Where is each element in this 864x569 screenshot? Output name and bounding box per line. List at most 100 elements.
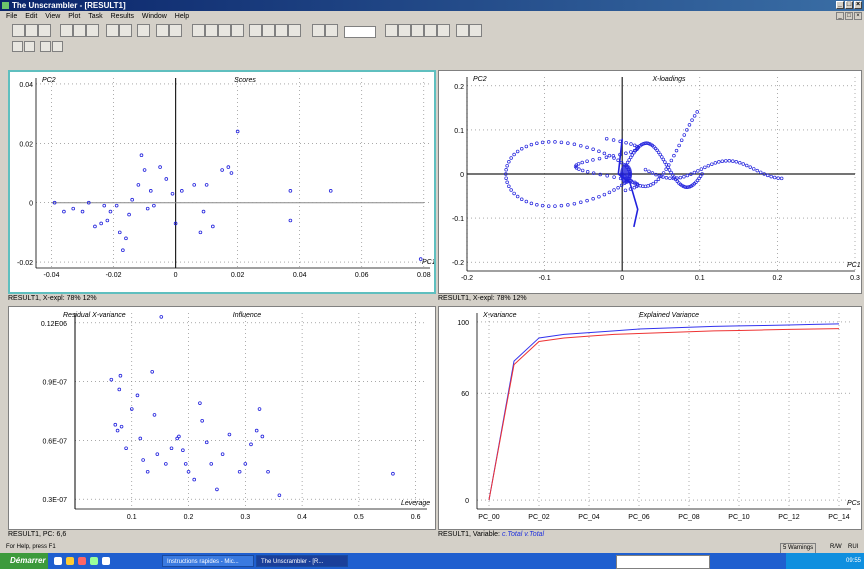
menu-task[interactable]: Task	[88, 13, 103, 20]
paste-icon[interactable]	[86, 24, 99, 37]
data-point	[99, 221, 103, 226]
layout1-icon[interactable]	[192, 24, 205, 37]
bar-plot-icon[interactable]	[275, 24, 288, 37]
search-box[interactable]	[616, 555, 710, 569]
menu-window[interactable]: Window	[141, 13, 167, 20]
quicklaunch-icon-2[interactable]	[66, 557, 74, 565]
start-button[interactable]: Démarrer	[0, 553, 48, 569]
data-point	[504, 168, 508, 172]
layout3-icon[interactable]	[218, 24, 231, 37]
cut-icon[interactable]	[60, 24, 73, 37]
data-point	[656, 177, 661, 181]
data-point	[629, 142, 633, 146]
x-tick-label: -0.2	[461, 275, 473, 282]
window-titlebar[interactable]: The Unscrambler - [RESULT1] _ □ ×	[0, 0, 864, 11]
data-point	[504, 176, 508, 180]
unmark-icon[interactable]	[398, 24, 411, 37]
data-point	[164, 462, 168, 466]
variance-status-prefix: RESULT1, Variable:	[438, 531, 502, 538]
data-point	[605, 174, 609, 178]
layout4-icon[interactable]	[231, 24, 244, 37]
influence-panel[interactable]: 0.1 0.2 0.3 0.4 0.5 0.6 0.12E06 0.9E-07 0.6E-07 0…	[8, 306, 436, 530]
open-icon[interactable]	[25, 24, 38, 37]
data-point	[674, 148, 679, 153]
quicklaunch-icon-1[interactable]	[54, 557, 62, 565]
doc-minimize-button[interactable]: _	[836, 12, 844, 20]
maximize-button[interactable]: □	[845, 1, 853, 9]
menu-plot[interactable]: Plot	[68, 13, 81, 20]
data-point	[512, 191, 516, 196]
scatter-plot-icon[interactable]	[288, 24, 301, 37]
doc-close-button[interactable]: ×	[854, 12, 862, 20]
help-icon[interactable]	[156, 24, 169, 37]
data-point	[699, 167, 704, 171]
scores-panel[interactable]: -0.04 -0.02 0 0.02 0.04 0.06 0.08 0.04 0.02 0 -0.0…	[8, 70, 436, 294]
print-icon[interactable]	[106, 24, 119, 37]
data-point	[198, 401, 202, 405]
window-icon[interactable]	[469, 24, 482, 37]
data-point	[672, 153, 676, 158]
data-point	[192, 183, 197, 187]
menu-view[interactable]: View	[45, 13, 61, 20]
data-point	[664, 167, 668, 171]
table-icon[interactable]	[249, 24, 262, 37]
zoom-out-icon[interactable]	[325, 24, 338, 37]
copy-icon[interactable]	[73, 24, 86, 37]
quicklaunch-icon-5[interactable]	[102, 557, 110, 565]
x-tick-label: PC_12	[778, 514, 800, 521]
data-point	[597, 156, 602, 161]
data-point	[173, 221, 178, 226]
close-button[interactable]: ×	[854, 1, 862, 9]
x-tick-label: -0.02	[106, 272, 122, 279]
view-icon-4[interactable]	[52, 41, 63, 52]
new-icon[interactable]	[12, 24, 25, 37]
data-point	[657, 174, 662, 178]
help-statusbar: For Help, press F1 5 Warnings R/W RUI	[0, 542, 864, 554]
data-point	[152, 203, 156, 208]
save-icon[interactable]	[38, 24, 51, 37]
menu-edit[interactable]: Edit	[25, 13, 38, 20]
view-icon-3[interactable]	[40, 41, 51, 52]
recalc-icon[interactable]	[456, 24, 469, 37]
view-icon-2[interactable]	[24, 41, 35, 52]
data-point	[288, 189, 293, 193]
data-point	[643, 167, 648, 172]
system-tray: 09:55	[786, 553, 864, 569]
data-point	[164, 177, 169, 181]
view-icon-1[interactable]	[12, 41, 23, 52]
data-point	[254, 428, 259, 433]
task-instructions[interactable]: Instructions rapides - Mic...	[162, 555, 254, 567]
data-point	[751, 167, 756, 171]
line-plot-icon[interactable]	[262, 24, 275, 37]
data-point	[515, 149, 520, 154]
data-point	[215, 487, 219, 492]
menu-file[interactable]: File	[6, 13, 18, 20]
quicklaunch-icon-4[interactable]	[90, 557, 98, 565]
variance-panel[interactable]: PC_00 PC_02 PC_04 PC_06 PC_08 PC_10 PC_12 PC_14…	[438, 306, 862, 530]
quicklaunch-icon-3[interactable]	[78, 557, 86, 565]
chevron-icon[interactable]	[411, 24, 424, 37]
data-point	[641, 142, 645, 146]
data-point	[755, 168, 759, 173]
preview-icon[interactable]	[119, 24, 132, 37]
mark-icon[interactable]	[385, 24, 398, 37]
menu-help[interactable]: Help	[174, 13, 190, 20]
layout2-icon[interactable]	[205, 24, 218, 37]
pc-select-dropdown[interactable]	[344, 26, 376, 38]
data-point	[229, 171, 234, 175]
data-point	[654, 172, 658, 177]
doc-restore-button[interactable]: □	[845, 12, 853, 20]
x-tick-label: 0.08	[417, 272, 431, 279]
arrow-icon[interactable]	[424, 24, 437, 37]
zoom-icon[interactable]	[312, 24, 325, 37]
minimize-button[interactable]: _	[836, 1, 844, 9]
data-point	[109, 377, 114, 382]
grid-icon[interactable]	[437, 24, 450, 37]
variance-status-variable: c.Total v.Total	[501, 531, 545, 538]
menu-results[interactable]: Results	[110, 13, 134, 20]
plot-icon[interactable]	[137, 24, 150, 37]
data-point	[625, 160, 630, 165]
context-help-icon[interactable]	[169, 24, 182, 37]
xloadings-panel[interactable]: -0.2 -0.1 0 0.1 0.2 0.3 0.2 0.1 0 -0.1 -0.2 PC2 X-lo…	[438, 70, 862, 294]
task-unscrambler[interactable]: The Unscrambler - [R...	[256, 555, 348, 567]
